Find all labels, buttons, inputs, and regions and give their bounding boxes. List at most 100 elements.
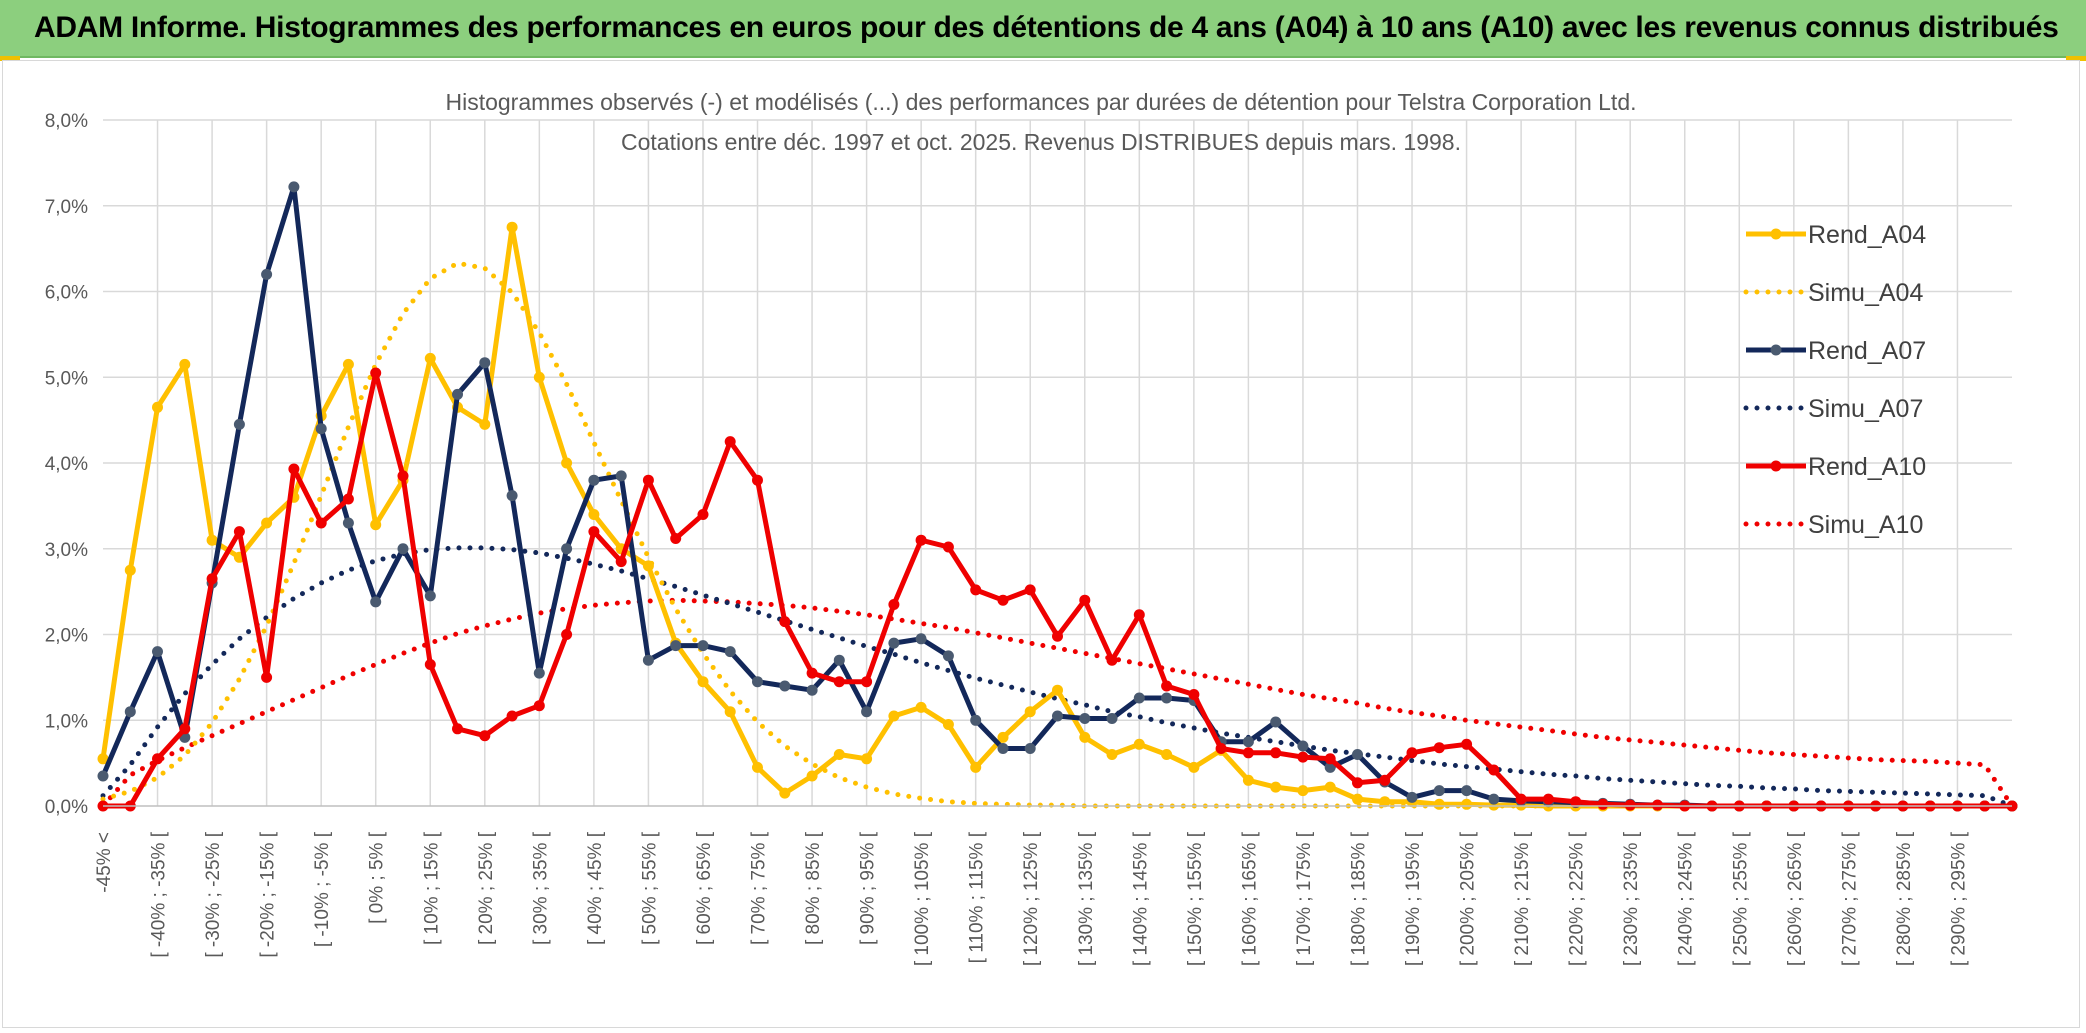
data-point-rend_a10 [370,367,382,379]
data-point-rend_a10 [533,700,545,712]
data-point-rend_a10 [1079,594,1091,606]
x-tick-label: [ 0% ; 5% [ [367,831,388,924]
corner-mark-right [2066,56,2086,61]
data-point-rend_a04 [561,457,573,469]
data-point-rend_a04 [1297,785,1309,797]
data-point-rend_a10 [806,667,818,679]
data-point-rend_a07 [288,181,300,193]
data-point-rend_a04 [970,761,982,773]
data-point-rend_a10 [1542,793,1554,805]
report-title: ADAM Informe. Histogrammes des performan… [34,11,2059,44]
data-point-rend_a04 [833,749,845,760]
data-point-rend_a04 [697,676,709,688]
legend-item-simu_a07: Simu_A07 [1743,395,1923,423]
data-point-rend_a04 [1188,761,1200,773]
data-point-rend_a10 [1133,609,1145,621]
corner-mark-left [0,56,20,61]
data-point-rend_a10 [588,526,600,538]
data-point-rend_a04 [588,509,600,520]
data-point-rend_a10 [452,723,463,735]
data-point-rend_a10 [152,753,163,765]
x-tick-label: [ 20% ; 25% [ [476,831,497,945]
legend-item-rend_a04: Rend_A04 [1746,221,1926,249]
legend-label: Rend_A07 [1808,337,1926,365]
data-point-rend_a10 [315,517,327,529]
data-point-rend_a10 [206,573,218,585]
x-tick-label: [ 150% ; 155% [ [1185,831,1206,966]
x-tick-label: [ 220% ; 225% [ [1567,831,1588,966]
data-point-rend_a10 [697,509,709,520]
y-tick-label: 2,0% [45,626,88,647]
legend-marker [1770,228,1782,240]
legend-item-simu_a04: Simu_A04 [1743,279,1923,307]
data-point-rend_a07 [861,706,873,718]
data-point-rend_a10 [724,436,736,448]
data-point-rend_a04 [1242,774,1254,786]
data-point-rend_a07 [152,646,163,658]
x-tick-label: [ 90% ; 95% [ [858,831,879,945]
x-tick-label: [ 240% ; 245% [ [1676,831,1697,966]
data-point-rend_a07 [779,680,791,692]
data-point-rend_a07 [642,654,654,666]
x-tick-label: [ -20% ; -15% [ [258,831,279,957]
x-tick-label: [ 270% ; 275% [ [1839,831,1860,966]
data-point-rend_a10 [1652,799,1663,811]
data-point-rend_a10 [1052,630,1063,642]
report-banner: ADAM Informe. Histogrammes des performan… [0,0,2086,58]
data-point-rend_a04 [1379,796,1391,808]
data-point-rend_a10 [506,710,518,722]
legend: Rend_A04 Simu_A04 Rend_A07 Simu_A07 Rend_A10… [1743,221,1926,539]
data-point-rend_a04 [888,710,900,722]
data-point-rend_a10 [479,730,491,742]
x-tick-label: [ 160% ; 165% [ [1239,831,1260,966]
data-point-rend_a10 [1461,738,1473,750]
data-point-rend_a07 [533,667,545,679]
data-point-rend_a07 [315,423,327,435]
y-tick-label: 3,0% [45,540,88,561]
data-point-rend_a10 [997,594,1009,606]
data-point-rend_a07 [370,596,382,608]
x-tick-label: [ 180% ; 185% [ [1348,831,1369,966]
data-point-rend_a10 [397,470,409,482]
legend-item-rend_a10: Rend_A10 [1746,453,1926,481]
legend-label: Simu_A10 [1808,511,1923,539]
data-point-rend_a04 [424,352,436,364]
data-point-rend_a10 [615,556,627,568]
data-point-rend_a10 [752,474,763,486]
data-point-rend_a07 [724,646,736,658]
x-tick-label: [ -40% ; -35% [ [149,831,170,957]
data-point-rend_a07 [1052,710,1063,722]
data-point-rend_a10 [342,493,354,505]
data-point-rend_a10 [1324,753,1336,765]
data-point-rend_a07 [97,770,109,782]
data-point-rend_a07 [1297,740,1309,752]
data-point-rend_a10 [1570,796,1582,808]
legend-label: Simu_A04 [1808,279,1923,307]
y-tick-label: 7,0% [45,197,88,218]
data-point-rend_a07 [888,637,900,649]
data-point-rend_a07 [942,650,954,662]
x-tick-label: [ 70% ; 75% [ [749,831,770,945]
y-tick-label: 5,0% [45,368,88,389]
chart-subtitle: Cotations entre déc. 1997 et oct. 2025. … [621,129,1461,155]
data-point-rend_a04 [806,770,818,782]
data-point-rend_a07 [806,684,818,696]
data-point-rend_a10 [642,474,654,486]
data-point-rend_a10 [233,526,245,538]
legend-label: Rend_A04 [1808,221,1926,249]
data-point-rend_a07 [1324,761,1336,773]
data-point-rend_a10 [779,616,791,628]
y-tick-label: 4,0% [45,454,88,475]
data-point-rend_a10 [1242,747,1254,759]
data-point-rend_a04 [124,564,136,576]
data-point-rend_a04 [1161,749,1173,760]
data-point-rend_a07 [342,517,354,529]
data-point-rend_a07 [615,470,627,482]
series-line-simu_a10 [100,597,2015,809]
data-point-rend_a04 [1106,749,1118,760]
data-point-rend_a10 [1161,680,1173,692]
data-point-rend_a07 [124,706,136,718]
data-point-rend_a07 [1079,713,1091,724]
data-point-rend_a07 [588,474,600,486]
